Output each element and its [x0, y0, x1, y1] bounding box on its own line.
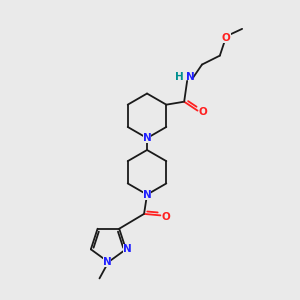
Text: N: N	[143, 190, 152, 200]
Text: N: N	[186, 72, 194, 82]
Text: O: O	[199, 107, 207, 117]
Text: N: N	[123, 244, 132, 254]
Text: N: N	[103, 257, 111, 267]
Text: N: N	[143, 133, 152, 143]
Text: H: H	[175, 72, 184, 82]
Text: O: O	[221, 33, 230, 43]
Text: O: O	[161, 212, 170, 222]
